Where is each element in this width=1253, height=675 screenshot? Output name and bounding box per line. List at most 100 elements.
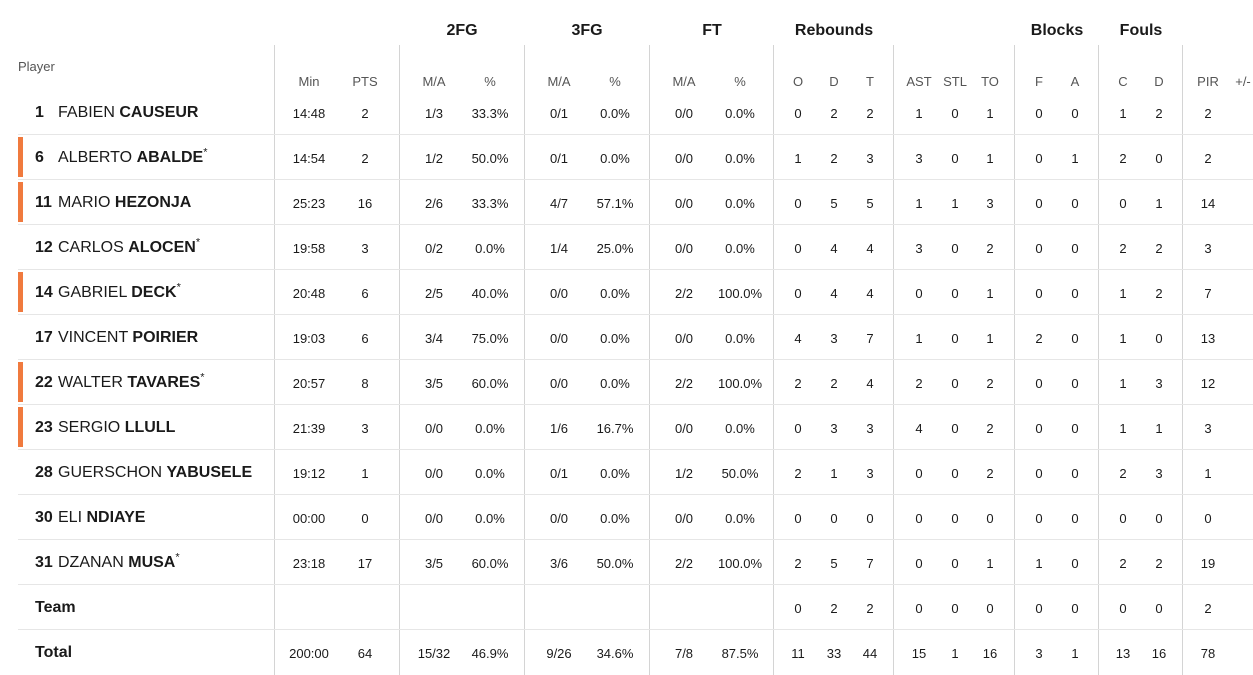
starter-indicator <box>18 182 23 222</box>
stat-t: 5 <box>866 196 874 211</box>
stat-d: 5 <box>830 196 838 211</box>
player-name[interactable]: WALTER TAVARES* <box>58 372 205 392</box>
player-number: 1 <box>35 104 44 121</box>
stat-fc: 2 <box>1119 556 1127 571</box>
player-row[interactable]: 17 VINCENT POIRIER 19:03 6 3/4 75.0% 0/0 0.0% 0/… <box>18 315 1253 360</box>
stat-pts: 0 <box>361 511 369 526</box>
stat-d: 33 <box>826 646 842 661</box>
stat-stl: 0 <box>951 331 959 346</box>
player-row[interactable]: 28 GUERSCHON YABUSELE 19:12 1 0/0 0.0% 0/1 0.0%… <box>18 450 1253 495</box>
player-row[interactable]: 1 FABIEN CAUSEUR 14:48 2 1/3 33.3% 0/1 0.0% 0/0 0… <box>18 90 1253 135</box>
column-divider <box>893 45 894 675</box>
stat-ft: 0/0 <box>674 196 694 211</box>
stat-o: 2 <box>794 466 802 481</box>
stat-o: 4 <box>794 331 802 346</box>
stat-min: 21:39 <box>292 421 326 436</box>
player-name[interactable]: VINCENT POIRIER <box>58 329 198 347</box>
player-name[interactable]: GABRIEL DECK* <box>58 282 181 302</box>
stat-ba: 1 <box>1071 646 1079 661</box>
stat-ftp: 100.0% <box>717 556 763 571</box>
stat-fc: 1 <box>1119 286 1127 301</box>
player-row[interactable]: 23 SERGIO LLULL 21:39 3 0/0 0.0% 1/6 16.7% 0/0 0.… <box>18 405 1253 450</box>
team-row: Team 0 2 2 0 0 0 0 0 0 0 2 <box>18 585 1253 630</box>
player-first-name: WALTER <box>58 374 123 391</box>
stat-min: 20:57 <box>292 376 326 391</box>
player-name[interactable]: DZANAN MUSA* <box>58 552 180 572</box>
row-separator <box>18 359 1253 360</box>
player-row[interactable]: 30 ELI NDIAYE 00:00 0 0/0 0.0% 0/0 0.0% 0/0 0.0% 0… <box>18 495 1253 540</box>
column-header-ft: M/A <box>672 74 696 89</box>
player-row[interactable]: 12 CARLOS ALOCEN* 19:58 3 0/2 0.0% 1/4 25.0% 0/0… <box>18 225 1253 270</box>
stat-min: 200:00 <box>289 646 329 661</box>
stat-to: 0 <box>986 601 994 616</box>
player-name[interactable]: MARIO HEZONJA <box>58 194 191 212</box>
stat-ftp: 0.0% <box>725 241 755 256</box>
stat-stl: 0 <box>951 601 959 616</box>
player-row[interactable]: 11 MARIO HEZONJA 25:23 16 2/6 33.3% 4/7 57.1% 0/… <box>18 180 1253 225</box>
stat-ast: 4 <box>915 421 923 436</box>
stat-t: 0 <box>866 511 874 526</box>
player-row[interactable]: 31 DZANAN MUSA* 23:18 17 3/5 60.0% 3/6 50.0% 2/2… <box>18 540 1253 585</box>
stat-ftp: 0.0% <box>725 421 755 436</box>
stat-fd: 3 <box>1155 376 1163 391</box>
stat-to: 0 <box>986 511 994 526</box>
stat-ast: 1 <box>915 331 923 346</box>
player-row[interactable]: 22 WALTER TAVARES* 20:57 8 3/5 60.0% 0/0 0.0% 2/… <box>18 360 1253 405</box>
stat-ast: 2 <box>915 376 923 391</box>
stat-fg3p: 25.0% <box>596 241 634 256</box>
player-row[interactable]: 14 GABRIEL DECK* 20:48 6 2/5 40.0% 0/0 0.0% 2/2 1… <box>18 270 1253 315</box>
stat-o: 1 <box>794 151 802 166</box>
player-name[interactable]: FABIEN CAUSEUR <box>58 104 198 122</box>
player-first-name: ALBERTO <box>58 149 133 166</box>
stat-pts: 17 <box>357 556 373 571</box>
player-name[interactable]: GUERSCHON YABUSELE <box>58 464 252 482</box>
player-first-name: MARIO <box>58 194 111 211</box>
stat-min: 19:12 <box>292 466 326 481</box>
stat-ast: 1 <box>915 106 923 121</box>
stat-o: 0 <box>794 511 802 526</box>
stat-pir: 2 <box>1204 151 1212 166</box>
stat-stl: 0 <box>951 556 959 571</box>
row-separator <box>18 584 1253 585</box>
stat-stl: 0 <box>951 241 959 256</box>
stat-ba: 0 <box>1071 331 1079 346</box>
stat-fg3p: 57.1% <box>596 196 634 211</box>
stat-bf: 0 <box>1035 511 1043 526</box>
stat-pts: 3 <box>361 241 369 256</box>
row-separator <box>18 179 1253 180</box>
stat-fg2: 0/0 <box>424 421 444 436</box>
stat-bf: 2 <box>1035 331 1043 346</box>
stat-fc: 1 <box>1119 376 1127 391</box>
stat-fg2: 3/4 <box>424 331 444 346</box>
player-name[interactable]: ALBERTO ABALDE* <box>58 147 208 167</box>
stat-t: 4 <box>866 376 874 391</box>
stat-ftp: 0.0% <box>725 511 755 526</box>
stat-fg2p: 0.0% <box>475 466 505 481</box>
stat-fg2: 2/6 <box>424 196 444 211</box>
player-name[interactable]: ELI NDIAYE <box>58 509 145 527</box>
stat-fg3: 0/1 <box>549 106 569 121</box>
stat-d: 3 <box>830 331 838 346</box>
column-divider <box>1098 45 1099 675</box>
stat-bf: 1 <box>1035 556 1043 571</box>
stat-pts: 6 <box>361 286 369 301</box>
stat-t: 7 <box>866 331 874 346</box>
starter-indicator <box>18 407 23 447</box>
stat-to: 16 <box>982 646 998 661</box>
stat-ba: 0 <box>1071 376 1079 391</box>
row-separator <box>18 224 1253 225</box>
stat-bf: 0 <box>1035 466 1043 481</box>
stat-fg3p: 0.0% <box>600 376 630 391</box>
player-first-name: SERGIO <box>58 419 121 436</box>
player-name[interactable]: SERGIO LLULL <box>58 419 175 437</box>
stat-stl: 1 <box>951 196 959 211</box>
player-number: 14 <box>35 284 53 301</box>
stat-to: 1 <box>986 151 994 166</box>
stat-fd: 0 <box>1155 601 1163 616</box>
stat-pir: 12 <box>1200 376 1216 391</box>
player-row[interactable]: 6 ALBERTO ABALDE* 14:54 2 1/2 50.0% 0/1 0.0% 0/0… <box>18 135 1253 180</box>
player-name[interactable]: CARLOS ALOCEN* <box>58 237 200 257</box>
stat-ft: 0/0 <box>674 106 694 121</box>
stat-ast: 3 <box>915 241 923 256</box>
stat-ast: 0 <box>915 601 923 616</box>
